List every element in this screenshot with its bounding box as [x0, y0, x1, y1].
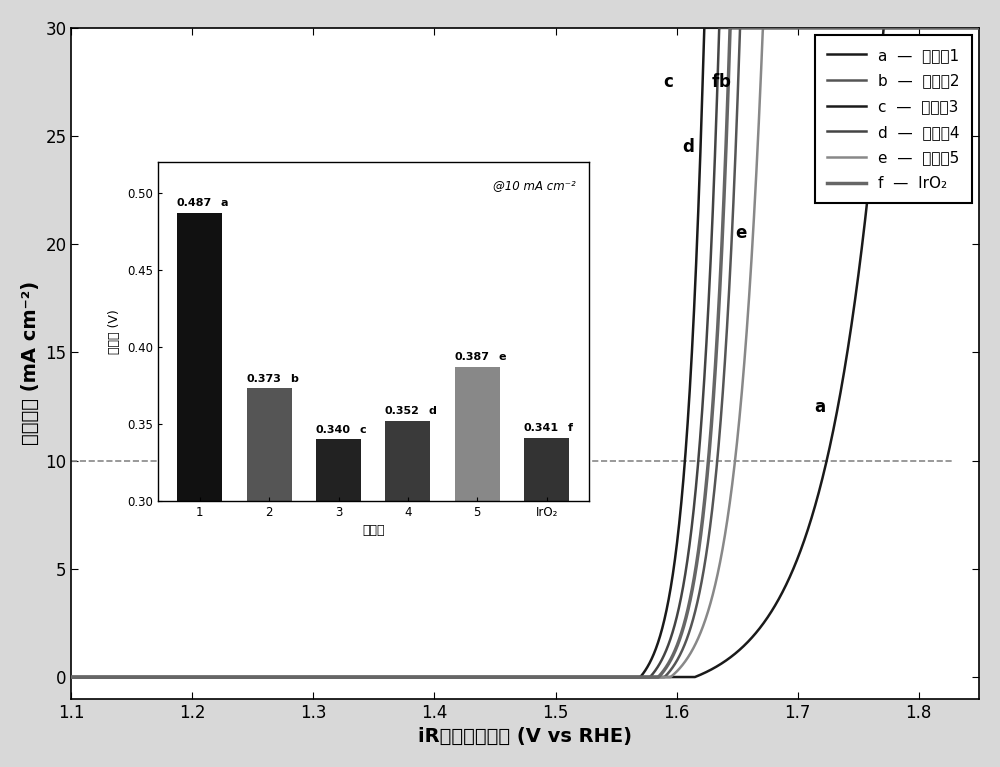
- Y-axis label: 电流密度 (mA cm⁻²): 电流密度 (mA cm⁻²): [21, 281, 40, 446]
- Legend: a  —  实施例1, b  —  实施例2, c  —  实施例3, d  —  实施例4, e  —  实施例5, f  —  IrO₂: a — 实施例1, b — 实施例2, c — 实施例3, d — 实施例4, …: [815, 35, 972, 203]
- Text: c: c: [663, 73, 673, 91]
- Text: a: a: [814, 397, 825, 416]
- Text: b: b: [719, 73, 731, 91]
- Text: d: d: [683, 138, 695, 156]
- X-axis label: iR补唇过的电势 (V vs RHE): iR补唇过的电势 (V vs RHE): [418, 727, 632, 746]
- Text: f: f: [712, 73, 719, 91]
- Text: e: e: [735, 225, 746, 242]
